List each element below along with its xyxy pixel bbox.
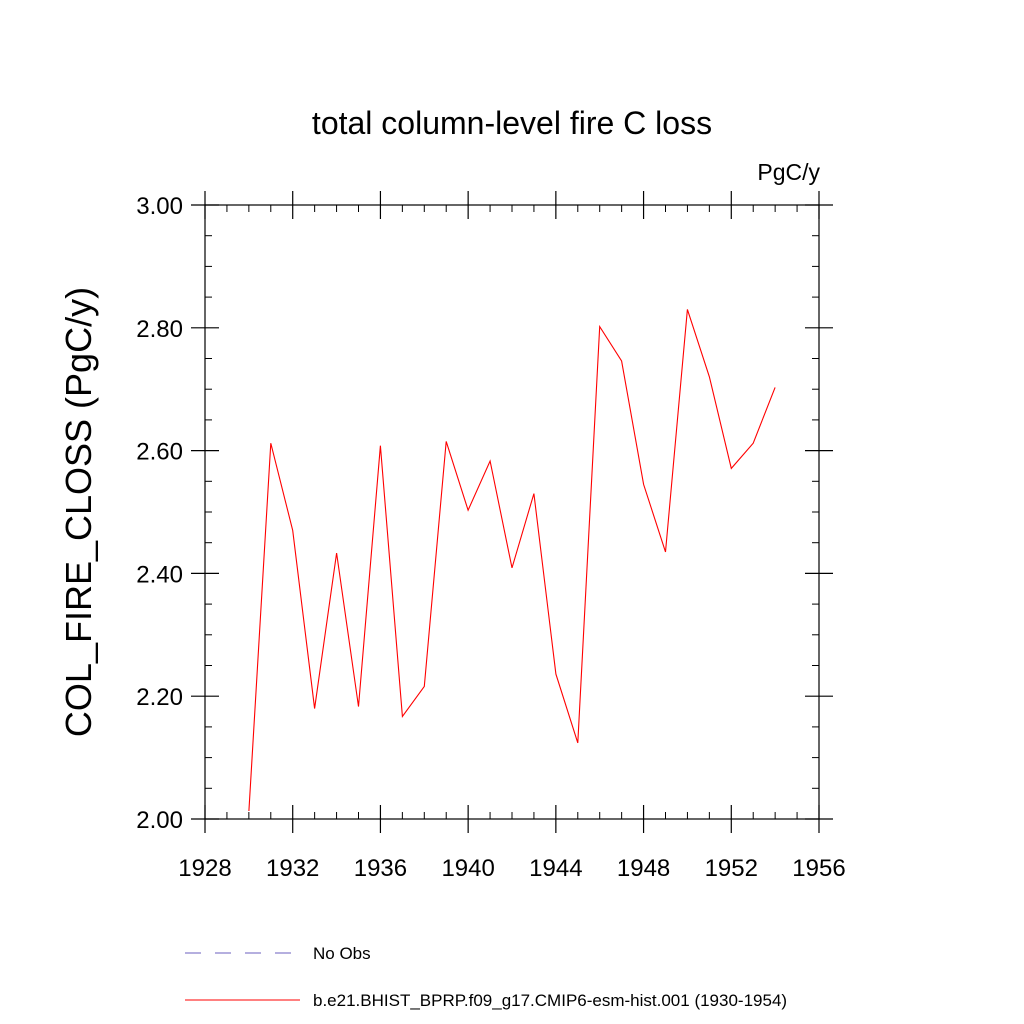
y-tick-label: 2.20	[136, 684, 183, 711]
y-axis: 2.00 2.20 2.40 2.60 2.80 3.00	[136, 193, 833, 834]
y-axis-label: COL_FIRE_CLOSS (PgC/y)	[58, 287, 99, 737]
y-tick-label: 2.40	[136, 561, 183, 588]
y-tick-label: 2.00	[136, 807, 183, 834]
x-tick-label: 1932	[266, 855, 319, 882]
y-tick-label: 3.00	[136, 193, 183, 220]
legend-label-no-obs: No Obs	[313, 944, 371, 963]
x-tick-label: 1948	[617, 855, 670, 882]
legend-label-model: b.e21.BHIST_BPRP.f09_g17.CMIP6-esm-hist.…	[313, 991, 787, 1010]
x-tick-label: 1936	[354, 855, 407, 882]
x-tick-label: 1928	[178, 855, 231, 882]
series-layer	[248, 309, 776, 812]
x-tick-label: 1956	[792, 855, 845, 882]
series-line	[248, 309, 776, 812]
units-label: PgC/y	[757, 159, 820, 185]
legend: No Obs b.e21.BHIST_BPRP.f09_g17.CMIP6-es…	[185, 944, 787, 1010]
x-tick-label: 1944	[529, 855, 582, 882]
plot-border	[204, 204, 820, 820]
y-tick-label: 2.60	[136, 439, 183, 466]
x-tick-label: 1952	[705, 855, 758, 882]
minor-ticks	[205, 205, 819, 819]
x-tick-label: 1940	[441, 855, 494, 882]
plot-frame	[204, 204, 820, 820]
x-axis: 1928 1932 1936 1940 1944 1948 1952 1956	[178, 191, 846, 882]
chart-title: total column-level fire C loss	[312, 105, 712, 141]
y-tick-label: 2.80	[136, 316, 183, 343]
